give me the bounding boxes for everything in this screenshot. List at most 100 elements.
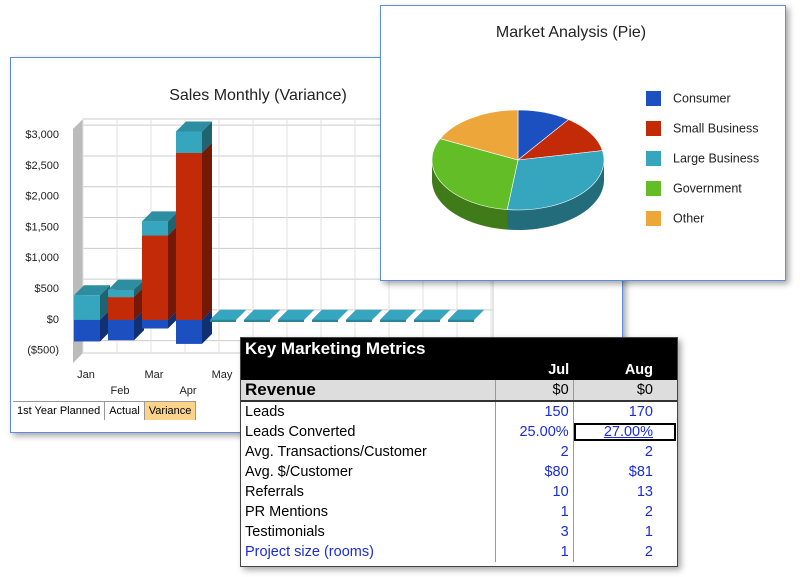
bar-top <box>448 309 484 320</box>
bar-top <box>210 309 246 320</box>
tab-bar: 1st Year Planned Actual Variance <box>13 401 197 420</box>
table-row: PR Mentions 1 2 <box>241 502 677 522</box>
bar-front <box>108 297 134 320</box>
cell: 1 <box>572 522 677 542</box>
cell: 2 <box>572 542 677 562</box>
bar-top <box>244 309 280 320</box>
y-tick-label: $2,000 <box>25 191 59 203</box>
pie-slice <box>431 138 519 210</box>
tab[interactable]: 1st Year Planned <box>13 402 106 420</box>
bar-front <box>312 319 338 322</box>
bar <box>278 309 314 322</box>
legend-swatch <box>646 181 661 196</box>
x-tick-label: Jan <box>77 369 95 381</box>
bar-side <box>100 309 110 342</box>
pie-window: Market Analysis (Pie) Consumer Small Busi… <box>380 5 786 281</box>
bar-front <box>142 235 168 320</box>
bar-side <box>100 285 110 320</box>
row-label: Avg. $/Customer <box>245 464 353 480</box>
row-label: PR Mentions <box>245 504 329 520</box>
cell: 3 <box>494 522 574 542</box>
tab[interactable]: Actual <box>105 402 145 420</box>
bar-front <box>278 319 304 322</box>
bar <box>108 279 144 298</box>
pie-slice <box>439 109 519 161</box>
y-tick-label: $1,500 <box>25 221 59 233</box>
legend-label: Consumer <box>673 91 731 105</box>
column-header: Aug <box>624 362 653 378</box>
bar-side <box>168 225 178 320</box>
table-row: Leads 150 170 <box>241 401 677 422</box>
bar-side <box>134 279 144 298</box>
cell: 27.00% <box>572 422 677 442</box>
bar-front <box>176 131 202 154</box>
legend-label: Government <box>673 181 742 195</box>
cell: 2 <box>572 442 677 462</box>
bar-front <box>176 153 202 320</box>
legend-swatch <box>646 121 661 136</box>
cell: 25.00% <box>494 422 574 442</box>
bar-front <box>142 221 168 236</box>
bar <box>142 211 178 236</box>
y-tick-label: $0 <box>47 314 59 326</box>
metrics-table: Key Marketing Metrics Jul Aug Revenue $0 $0… <box>240 337 678 567</box>
bar-front <box>74 295 100 320</box>
row-label: Testimonials <box>245 524 325 540</box>
row-label: Leads <box>245 404 285 420</box>
bar-top <box>414 309 450 320</box>
table-row: Referrals 10 13 <box>241 482 677 502</box>
bar <box>244 309 280 322</box>
bar-top <box>312 309 348 320</box>
cell: $0 <box>572 380 677 401</box>
legend-label: Large Business <box>673 151 759 165</box>
bar-side <box>168 309 178 329</box>
bar <box>210 309 246 322</box>
bar-front <box>74 319 100 342</box>
bar-side <box>168 211 178 236</box>
bar <box>380 309 416 322</box>
bar-front <box>244 319 270 322</box>
table-title-row: Key Marketing Metrics <box>241 338 677 360</box>
table-row: Project size (rooms) 1 2 <box>241 542 677 562</box>
chart-title: Market Analysis (Pie) <box>496 24 646 41</box>
revenue-row: Revenue $0 $0 <box>241 380 677 401</box>
bar-front <box>176 319 202 344</box>
y-tick-label: ($500) <box>27 345 59 357</box>
chart-title: Sales Monthly (Variance) <box>169 87 347 104</box>
bar <box>176 121 212 154</box>
row-label: Leads Converted <box>245 424 356 440</box>
bar-side <box>202 309 212 344</box>
bar-front <box>380 319 406 322</box>
pie-slice <box>506 150 605 211</box>
bar <box>312 309 348 322</box>
bar-front <box>210 319 236 322</box>
y-tick-label: $2,500 <box>25 160 59 172</box>
bar-top <box>74 285 110 296</box>
bar <box>142 225 178 320</box>
x-tick-label: Mar <box>145 369 164 381</box>
bar-side <box>134 287 144 320</box>
row-label: Revenue <box>245 380 316 399</box>
cell: 2 <box>572 502 677 522</box>
legend-label: Small Business <box>673 121 758 135</box>
row-label: Referrals <box>245 484 304 500</box>
bar-front <box>448 319 474 322</box>
bar-front <box>414 319 440 322</box>
bar <box>74 285 110 320</box>
bar-front <box>108 319 134 341</box>
bar <box>448 309 484 322</box>
cell: $0 <box>494 380 574 401</box>
bar-front <box>142 319 168 329</box>
bar <box>414 309 450 322</box>
pie-slice <box>517 119 603 161</box>
tab[interactable]: Variance <box>144 402 197 420</box>
bar-top <box>176 121 212 132</box>
bar-side <box>134 309 144 341</box>
bar-top <box>142 211 178 222</box>
y-tick-label: $500 <box>35 283 59 295</box>
bar-top <box>346 309 382 320</box>
cell: 13 <box>572 482 677 502</box>
row-label: Avg. Transactions/Customer <box>245 444 427 460</box>
cell: 1 <box>494 542 574 562</box>
cell: 1 <box>494 502 574 522</box>
